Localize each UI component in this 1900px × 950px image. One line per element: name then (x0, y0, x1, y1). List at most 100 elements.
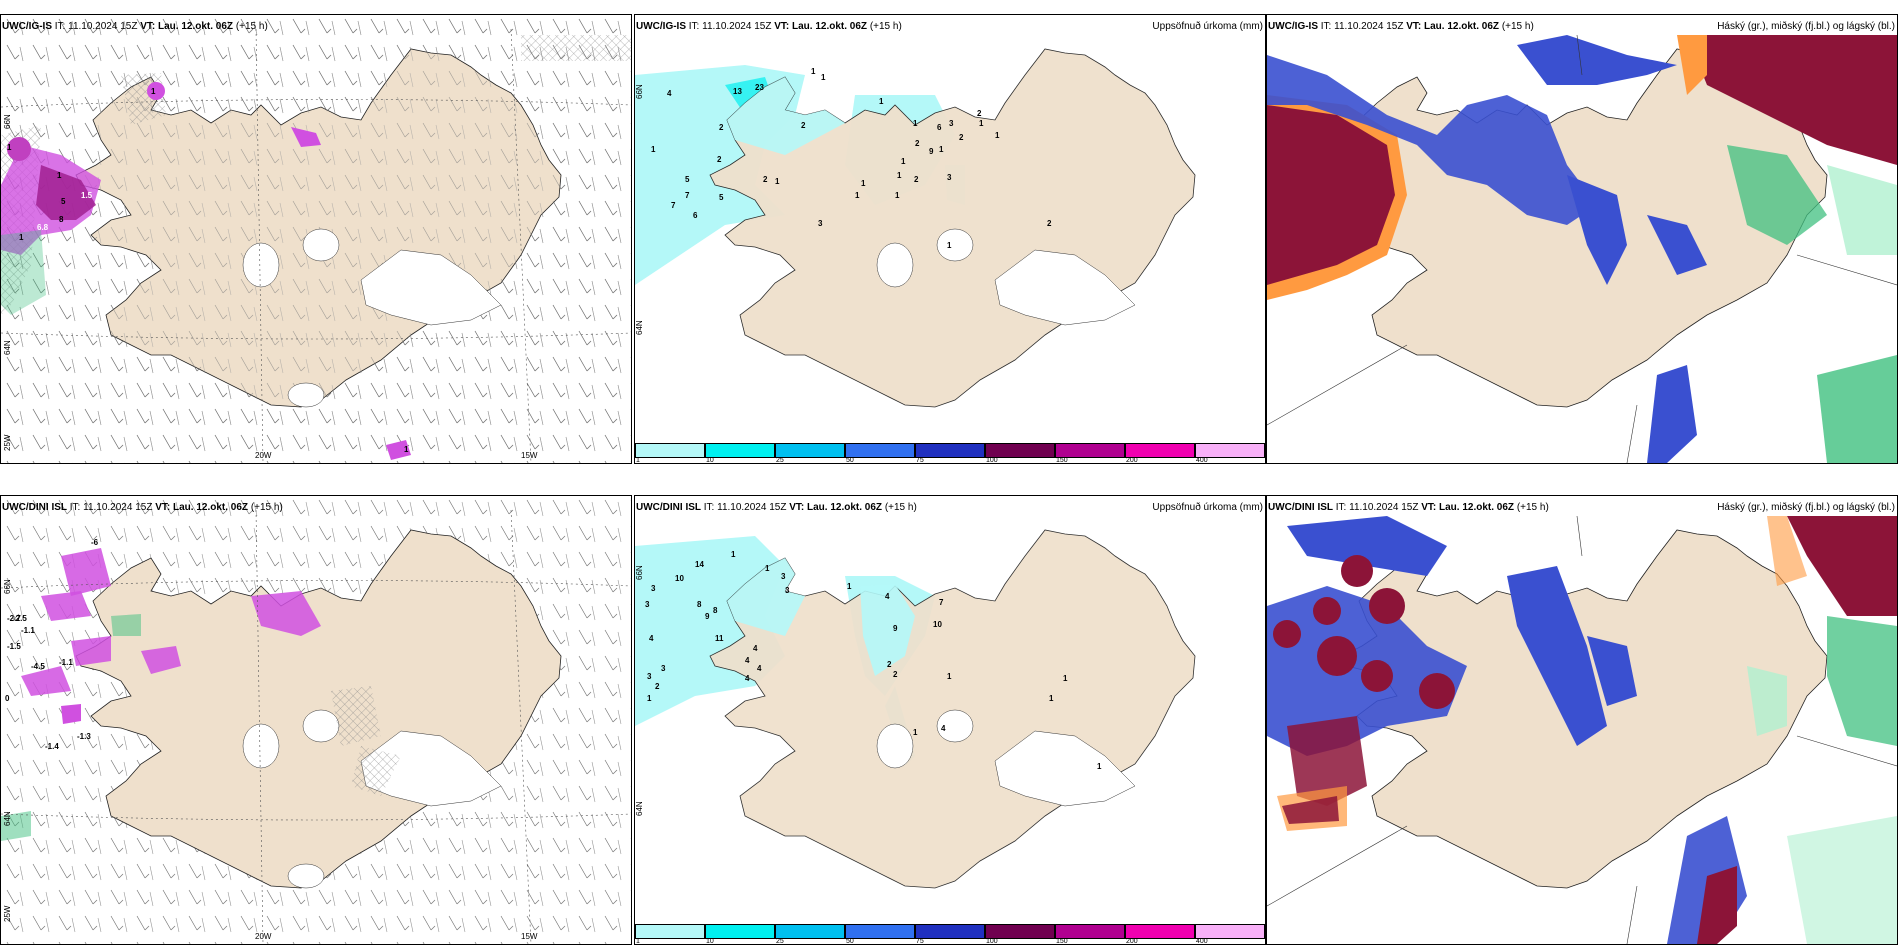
precip-value: 3 (645, 600, 650, 609)
legend-swatch (635, 924, 705, 939)
precip-value: 7 (939, 598, 944, 607)
precip-value: 2 (1047, 219, 1052, 228)
precip-value: 8 (697, 600, 702, 609)
iceland-map (1, 496, 631, 944)
precip-value: 14 (695, 560, 704, 569)
panel-title: UWC/DINI ISL IT: 11.10.2024 15Z VT: Lau.… (636, 502, 917, 513)
precip-value: 1 (855, 191, 860, 200)
temp-label: 1 (19, 233, 24, 242)
precip-value: 1 (913, 728, 918, 737)
temp-label: 1 (7, 143, 12, 152)
legend-swatch (1195, 443, 1265, 458)
precip-value: 7 (685, 191, 690, 200)
legend-tick: 400 (1196, 457, 1208, 464)
legend-swatch (845, 924, 915, 939)
precip-legend: 1 10 25 50 75 100 150 200 400 (635, 443, 1265, 463)
lon-label-25w: 25W (3, 434, 12, 451)
lat-label-66n: 66N (3, 579, 12, 594)
lat-label-64n: 64N (635, 320, 644, 335)
lon-label-20w: 20W (255, 451, 272, 460)
precip-value: 10 (933, 620, 942, 629)
temp-label: -2.5 (13, 614, 27, 623)
panel-dini-precip: UWC/DINI ISL IT: 11.10.2024 15Z VT: Lau.… (634, 495, 1266, 945)
precip-value: 5 (685, 175, 690, 184)
legend-swatch (1125, 924, 1195, 939)
legend-tick: 400 (1196, 938, 1208, 945)
legend-tick: 75 (916, 938, 924, 945)
legend-swatch (915, 443, 985, 458)
panel-right-title: Uppsöfnuð úrkoma (mm) (1152, 502, 1263, 513)
iceland-map (1267, 34, 1897, 463)
lat-label-66n: 66N (3, 114, 12, 129)
precip-value: 2 (915, 139, 920, 148)
temp-label: 1.5 (81, 191, 93, 200)
lat-label-66n: 66N (635, 565, 644, 580)
precip-value: 3 (661, 664, 666, 673)
temp-label: -1.5 (7, 642, 21, 651)
precip-value: 2 (719, 123, 724, 132)
iceland-map (635, 529, 1196, 889)
precip-value: 7 (671, 201, 676, 210)
precip-value: 3 (651, 584, 656, 593)
panel-ig-precip: UWC/IG-IS IT: 11.10.2024 15Z VT: Lau. 12… (634, 14, 1266, 464)
legend-tick: 50 (846, 938, 854, 945)
panel-title: UWC/DINI ISL IT: 11.10.2024 15Z VT: Lau.… (1268, 502, 1549, 513)
panel-title: UWC/IG-IS IT: 11.10.2024 15Z VT: Lau. 12… (1268, 21, 1534, 32)
precip-value: 2 (914, 175, 919, 184)
temp-label: 1 (151, 87, 156, 96)
precip-value: 10 (675, 574, 684, 583)
precip-value: 1 (1049, 694, 1054, 703)
precip-value: 2 (801, 121, 806, 130)
legend-tick: 100 (986, 938, 998, 945)
precip-legend: 1 10 25 50 75 100 150 200 400 (635, 924, 1265, 944)
legend-swatch (1055, 443, 1125, 458)
precip-value: 1 (939, 145, 944, 154)
precip-value: 23 (755, 83, 764, 92)
precip-value: 9 (705, 612, 710, 621)
temp-label: -1.1 (59, 658, 73, 667)
temp-label: 8 (59, 215, 64, 224)
legend-tick: 1 (636, 938, 640, 945)
legend-tick: 100 (986, 457, 998, 464)
precip-value: 6 (937, 123, 942, 132)
lat-label-64n: 64N (3, 811, 12, 826)
precip-value: 11 (715, 634, 724, 643)
legend-tick: 200 (1126, 457, 1138, 464)
panel-dini-wind: UWC/DINI ISL IT: 11.10.2024 15Z VT: Lau.… (0, 495, 632, 945)
precip-value: 1 (995, 131, 1000, 140)
precip-value: 1 (765, 564, 770, 573)
legend-tick: 1 (636, 457, 640, 464)
legend-tick: 150 (1056, 457, 1068, 464)
lon-label-15w: 15W (521, 932, 538, 941)
iceland-map (1, 15, 631, 463)
temp-label: 0 (5, 694, 10, 703)
precip-value: 3 (949, 119, 954, 128)
legend-swatch (1125, 443, 1195, 458)
legend-swatch (705, 443, 775, 458)
legend-swatch (705, 924, 775, 939)
precip-value: 2 (655, 682, 660, 691)
precip-value: 1 (861, 179, 866, 188)
precip-value: 1 (901, 157, 906, 166)
lat-label-64n: 64N (635, 801, 644, 816)
panel-right-title: Uppsöfnuð úrkoma (mm) (1152, 21, 1263, 32)
legend-swatch (985, 443, 1055, 458)
legend-tick: 25 (776, 457, 784, 464)
temp-label: 1 (404, 445, 409, 454)
precip-value: 9 (893, 624, 898, 633)
precip-value: 3 (781, 572, 786, 581)
panel-ig-clouds: UWC/IG-IS IT: 11.10.2024 15Z VT: Lau. 12… (1266, 14, 1898, 464)
precip-value: 1 (879, 97, 884, 106)
precip-value: 2 (763, 175, 768, 184)
legend-swatch (775, 443, 845, 458)
precip-value: 1 (947, 241, 952, 250)
precip-value: 1 (775, 177, 780, 186)
legend-swatch (635, 443, 705, 458)
precip-value: 3 (647, 672, 652, 681)
legend-tick: 25 (776, 938, 784, 945)
legend-tick: 200 (1126, 938, 1138, 945)
legend-tick: 50 (846, 457, 854, 464)
precip-value: 2 (887, 660, 892, 669)
precip-value: 1 (1097, 762, 1102, 771)
legend-swatch (775, 924, 845, 939)
